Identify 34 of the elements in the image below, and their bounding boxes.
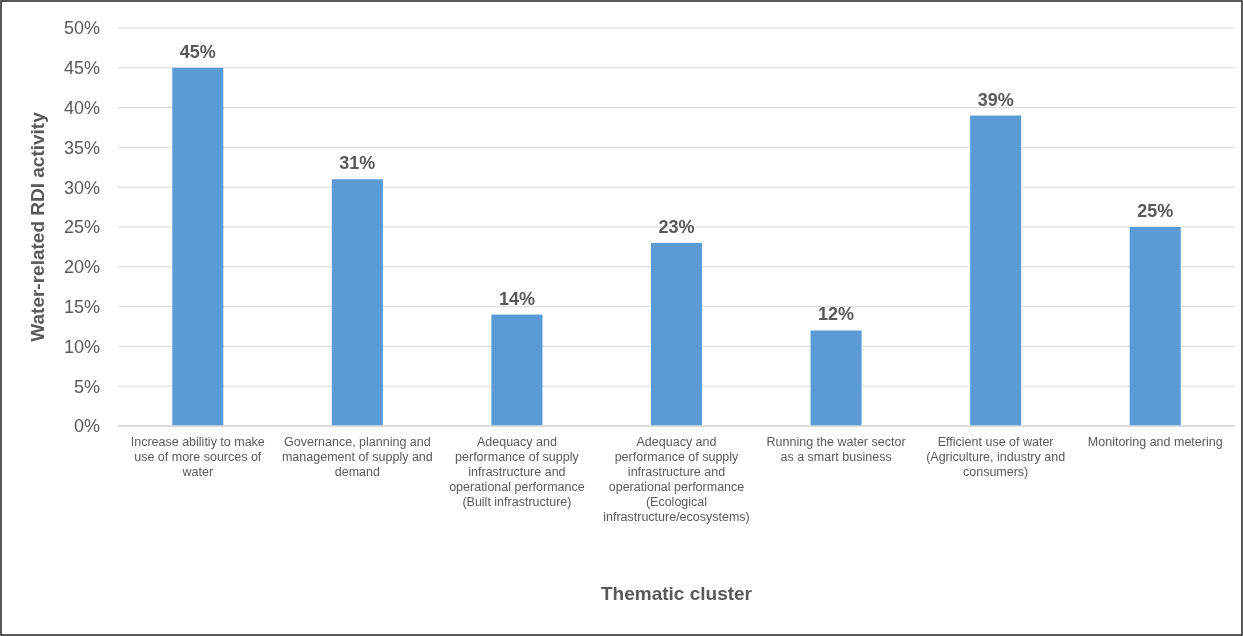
y-tick-label: 35% xyxy=(63,137,100,158)
x-tick-label: Running the water sector as a smart business xyxy=(766,435,906,464)
x-axis-title: Thematic cluster xyxy=(601,583,753,604)
data-label: 12% xyxy=(818,304,855,325)
data-label: 39% xyxy=(977,89,1014,110)
y-tick-label: 20% xyxy=(63,257,100,278)
data-label: 14% xyxy=(498,288,535,309)
x-tick-label: Efficient use of water (Agriculture, industry and consumers) xyxy=(926,435,1066,479)
data-label: 25% xyxy=(1137,201,1174,221)
bar xyxy=(970,115,1022,426)
bar xyxy=(172,67,224,426)
x-tick-label: Adequacy and performance of supply infrastructure and operational performance (Built infrastructure) xyxy=(449,435,585,509)
bar xyxy=(650,242,703,426)
data-label: 31% xyxy=(339,153,376,174)
y-tick-label: 40% xyxy=(63,97,100,118)
y-tick-label: 45% xyxy=(63,58,100,79)
x-tick-label: Monitoring and metering xyxy=(1087,435,1223,449)
y-tick-label: 50% xyxy=(63,18,100,39)
x-tick-label: Adequacy and performance of supply infrastructure and operational performance (Ecological infrastructure/ecosystems) xyxy=(603,435,750,524)
y-tick-label: 30% xyxy=(63,177,100,198)
bar xyxy=(1129,227,1181,426)
data-label: 23% xyxy=(658,216,695,237)
bar xyxy=(810,330,862,426)
x-tick-label: Increase abilitiy to make use of more sources of water xyxy=(130,435,265,479)
y-axis-title: Water-related RDI activity xyxy=(27,111,48,342)
x-tick-label: Governance, planning and management of supply and demand xyxy=(281,435,433,479)
data-label: 45% xyxy=(179,41,216,62)
y-tick-label: 5% xyxy=(73,376,100,397)
y-tick-label: 15% xyxy=(63,296,100,317)
bar xyxy=(491,314,543,426)
y-tick-label: 0% xyxy=(73,416,100,437)
y-tick-label: 10% xyxy=(63,336,100,357)
bar xyxy=(331,179,383,426)
y-tick-label: 25% xyxy=(63,217,100,238)
